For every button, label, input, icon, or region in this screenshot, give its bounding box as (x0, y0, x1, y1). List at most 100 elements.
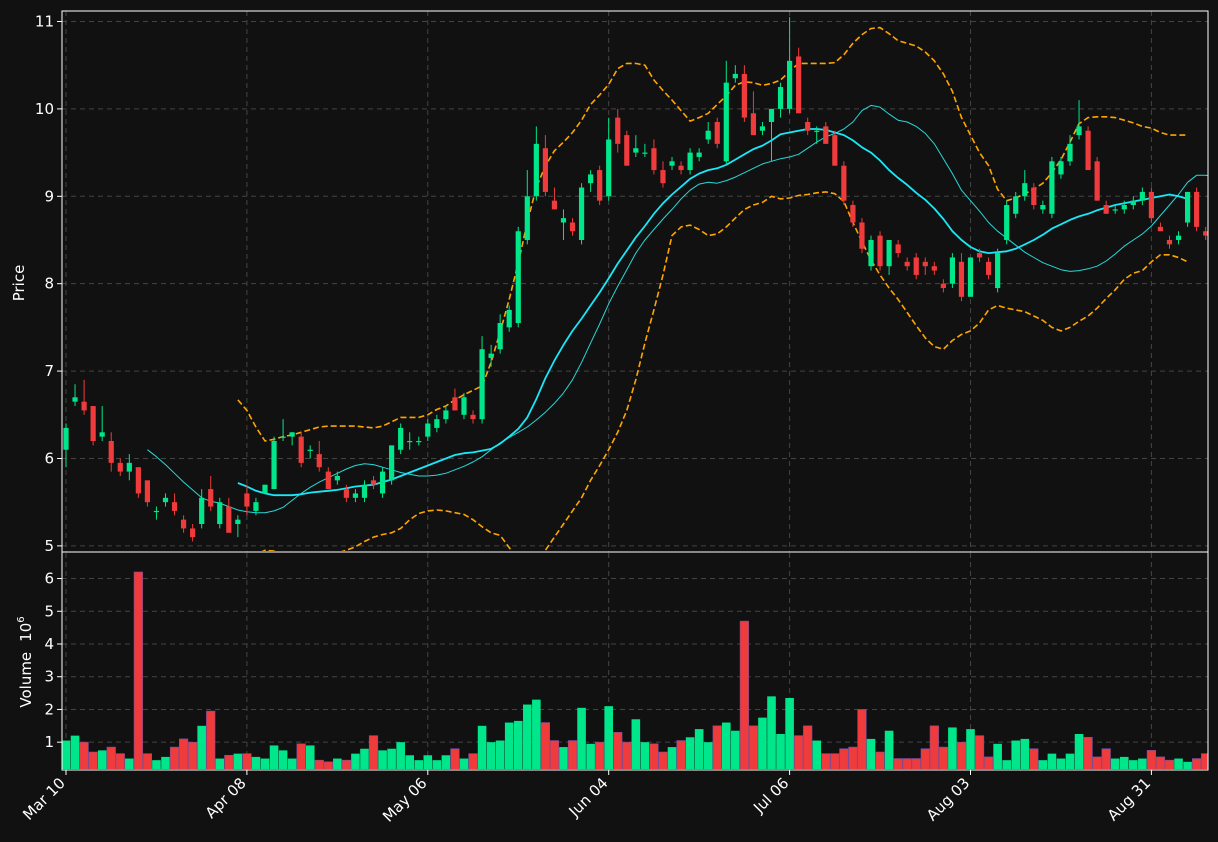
candle-body (542, 148, 548, 192)
volume-bar (540, 722, 550, 769)
candle-body (886, 239, 892, 267)
volume-bar (125, 758, 134, 769)
candle-body (90, 406, 96, 442)
volume-y-axis: 1 2 3 4 5 6 (44, 570, 62, 751)
volume-bar (640, 742, 650, 769)
candle-body (271, 441, 277, 490)
candle-body (714, 121, 720, 144)
candle-body (343, 489, 349, 498)
volume-bar (70, 735, 80, 769)
candle-body (389, 445, 395, 481)
volume-bar (1174, 758, 1183, 769)
price-tick-label: 10 (35, 100, 54, 118)
candle-body (244, 493, 250, 507)
volume-bar (495, 740, 505, 769)
volume-bar (758, 717, 767, 769)
volume-bar (486, 742, 496, 769)
volume-bar (405, 755, 415, 769)
volume-bar (97, 750, 107, 769)
price-tick-label: 6 (44, 449, 54, 467)
candle-body (597, 170, 603, 201)
candle-body (370, 480, 377, 485)
candle-body (334, 475, 340, 481)
candle-body (687, 152, 693, 171)
candle-body (153, 510, 160, 513)
candle-body (669, 161, 675, 166)
volume-bar (441, 755, 451, 769)
candle-body (940, 283, 946, 289)
candle-body (741, 73, 747, 118)
candle-body (280, 436, 286, 438)
volume-bar (676, 740, 686, 769)
candle-body (171, 502, 178, 511)
volume-bar (983, 756, 994, 769)
volume-bar (360, 748, 369, 769)
volume-bar (956, 741, 967, 769)
volume-bar (685, 737, 695, 769)
candle-body (253, 502, 259, 511)
volume-panel-frame (61, 551, 1209, 771)
volume-bar (875, 751, 885, 769)
candle-body (361, 484, 368, 498)
candle-body (1157, 226, 1164, 232)
volume-bar (712, 725, 722, 769)
volume-tick-label: 6 (44, 570, 54, 588)
volume-bar (351, 753, 360, 769)
candle-body (352, 493, 359, 498)
candle-body (72, 397, 78, 402)
volume-bar (414, 760, 424, 769)
volume-bar (893, 758, 903, 769)
bollinger-lower-line (261, 191, 1188, 551)
candle-body (678, 165, 684, 171)
candle-body (425, 423, 431, 437)
volume-bar (423, 755, 433, 769)
candle-body (108, 441, 114, 463)
candle-body (1013, 196, 1019, 214)
candle-body (560, 218, 567, 223)
candle-body (796, 56, 802, 114)
volume-bar (731, 730, 740, 769)
candle-body (81, 401, 87, 411)
volume-bar (857, 709, 867, 769)
volume-bar (323, 761, 333, 769)
candle-body (651, 148, 657, 171)
volume-bar (79, 741, 89, 769)
volume-bar (1011, 740, 1021, 769)
volume-bar (1092, 756, 1102, 769)
volume-bar (178, 738, 189, 769)
volume-bar (333, 758, 342, 769)
candle-body (967, 257, 974, 297)
candle-body (443, 410, 449, 420)
candle-body (551, 200, 558, 210)
candle-body (1067, 143, 1073, 162)
volume-bar (993, 743, 1002, 769)
volume-bar (532, 699, 541, 769)
candle-body (126, 462, 132, 472)
ma-long-line (237, 128, 1188, 497)
volume-bar (1201, 753, 1208, 769)
price-plot-area (63, 17, 1208, 551)
candle-body (877, 235, 883, 267)
ma-short-line (147, 104, 1208, 514)
candle-body (452, 397, 458, 411)
candle-body (759, 126, 766, 131)
candle-body (316, 454, 322, 468)
volume-bar (161, 756, 170, 769)
candle-body (1040, 205, 1046, 210)
volume-bar (133, 571, 143, 769)
candle-body (805, 121, 811, 131)
volume-bar (296, 743, 306, 769)
volume-axis-unit-base: 10 (17, 623, 35, 642)
candle-body (868, 239, 874, 267)
candle-body (588, 174, 594, 184)
volume-bar (142, 753, 153, 769)
volume-bar (966, 729, 975, 769)
candle-body (814, 130, 820, 132)
volume-bar (1101, 748, 1111, 769)
volume-bar (549, 740, 560, 769)
volume-bar (559, 747, 568, 769)
candle-body (190, 528, 196, 538)
volume-bar (1183, 761, 1192, 769)
volume-bar (1038, 760, 1048, 769)
volume-bar (1129, 760, 1138, 769)
